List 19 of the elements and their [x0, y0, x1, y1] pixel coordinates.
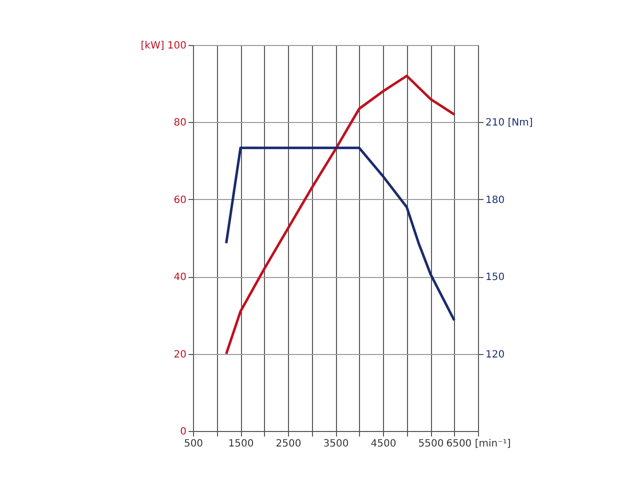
y-tick-label: 80: [174, 118, 186, 129]
x-tick-label: 2500: [276, 438, 302, 450]
line-series: [225, 74, 456, 356]
y2-tick-label: 150: [486, 272, 505, 284]
x-tick-label: 5500: [418, 438, 444, 450]
x-tick-label: 3500: [323, 438, 349, 450]
x-tick-label: 1500: [228, 438, 254, 450]
y2-tick-label: 180: [486, 194, 505, 206]
y-tick-label: 0: [180, 426, 186, 438]
x-tick-label: 500: [184, 438, 204, 450]
y-tick-label: 20: [174, 349, 186, 360]
y2-tick-label: 210 [Nm]: [486, 118, 533, 129]
y-tick-label: [kW] 100: [140, 40, 186, 52]
x-tick-label: 6500 [min⁻¹]: [446, 438, 511, 450]
y-tick-label: 40: [174, 272, 186, 284]
line-series: [225, 146, 456, 322]
x-tick-label: 4500: [370, 438, 396, 450]
y-tick-label: 60: [174, 194, 186, 206]
y2-tick-label: 120: [486, 349, 505, 360]
